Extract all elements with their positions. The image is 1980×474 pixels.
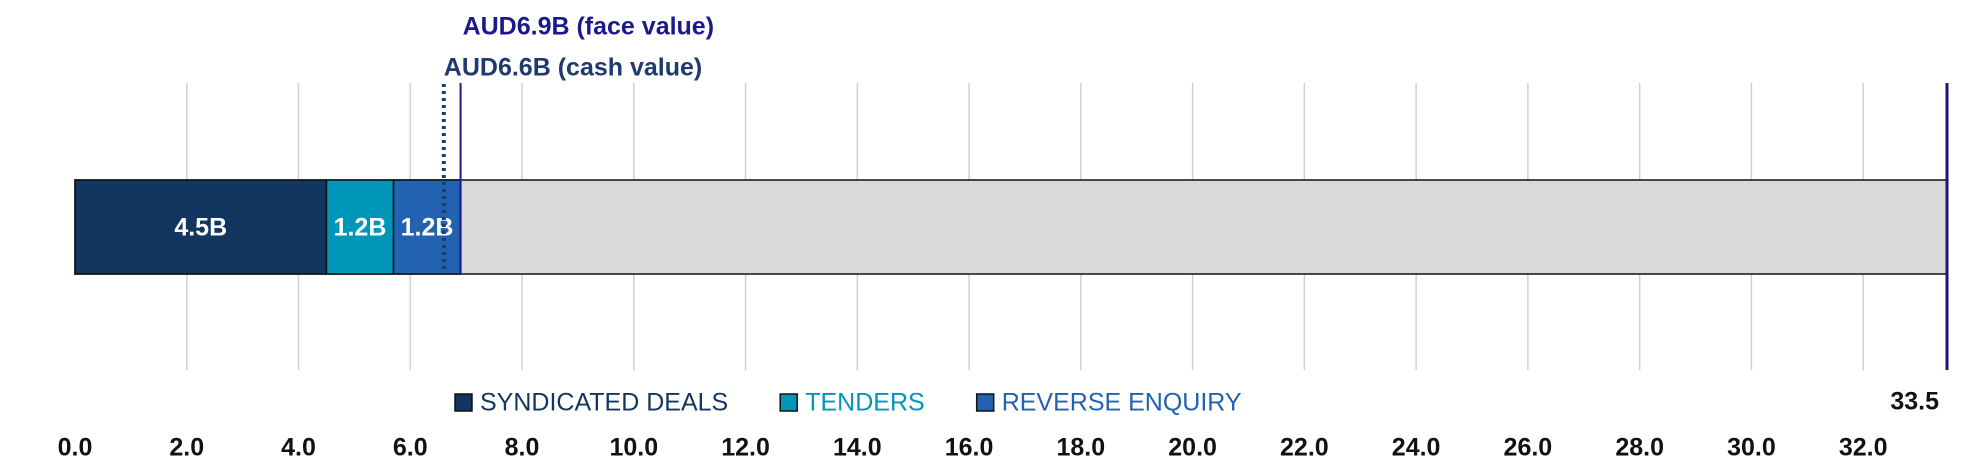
data-label: 1.2B — [334, 214, 387, 242]
legend-swatch — [975, 393, 995, 412]
x-tick-label: 6.0 — [393, 434, 428, 462]
x-tick-label: 0.0 — [58, 434, 93, 462]
x-tick-label: 30.0 — [1727, 434, 1776, 462]
x-tick-label: 28.0 — [1615, 434, 1664, 462]
x-tick-label: 14.0 — [833, 434, 882, 462]
x-tick-label: 26.0 — [1504, 434, 1553, 462]
data-label: 4.5B — [174, 214, 227, 242]
x-tick-label: 10.0 — [609, 434, 658, 462]
bar-segment — [74, 179, 328, 275]
x-tick-label: 32.0 — [1839, 434, 1888, 462]
x-tick-label: 20.0 — [1168, 434, 1217, 462]
legend-swatch — [779, 393, 798, 412]
legend-label: TENDERS — [805, 389, 924, 417]
x-tick-label: 16.0 — [945, 434, 994, 462]
legend-swatch — [454, 393, 473, 412]
x-tick-label: 8.0 — [505, 434, 540, 462]
legend-label: REVERSE ENQUIRY — [1002, 389, 1242, 417]
x-tick-label: 24.0 — [1392, 434, 1441, 462]
x-tick-label: 12.0 — [721, 434, 770, 462]
legend-label: SYNDICATED DEALS — [480, 389, 728, 417]
x-tick-label: 2.0 — [169, 434, 204, 462]
bar-segment — [325, 179, 395, 275]
annotation-label: AUD6.6B (cash value) — [444, 54, 702, 82]
target-label: 33.5 — [1890, 388, 1939, 416]
x-tick-label: 4.0 — [281, 434, 316, 462]
annotation-label: AUD6.9B (face value) — [463, 13, 714, 41]
x-tick-label: 22.0 — [1280, 434, 1329, 462]
x-tick-label: 18.0 — [1057, 434, 1106, 462]
